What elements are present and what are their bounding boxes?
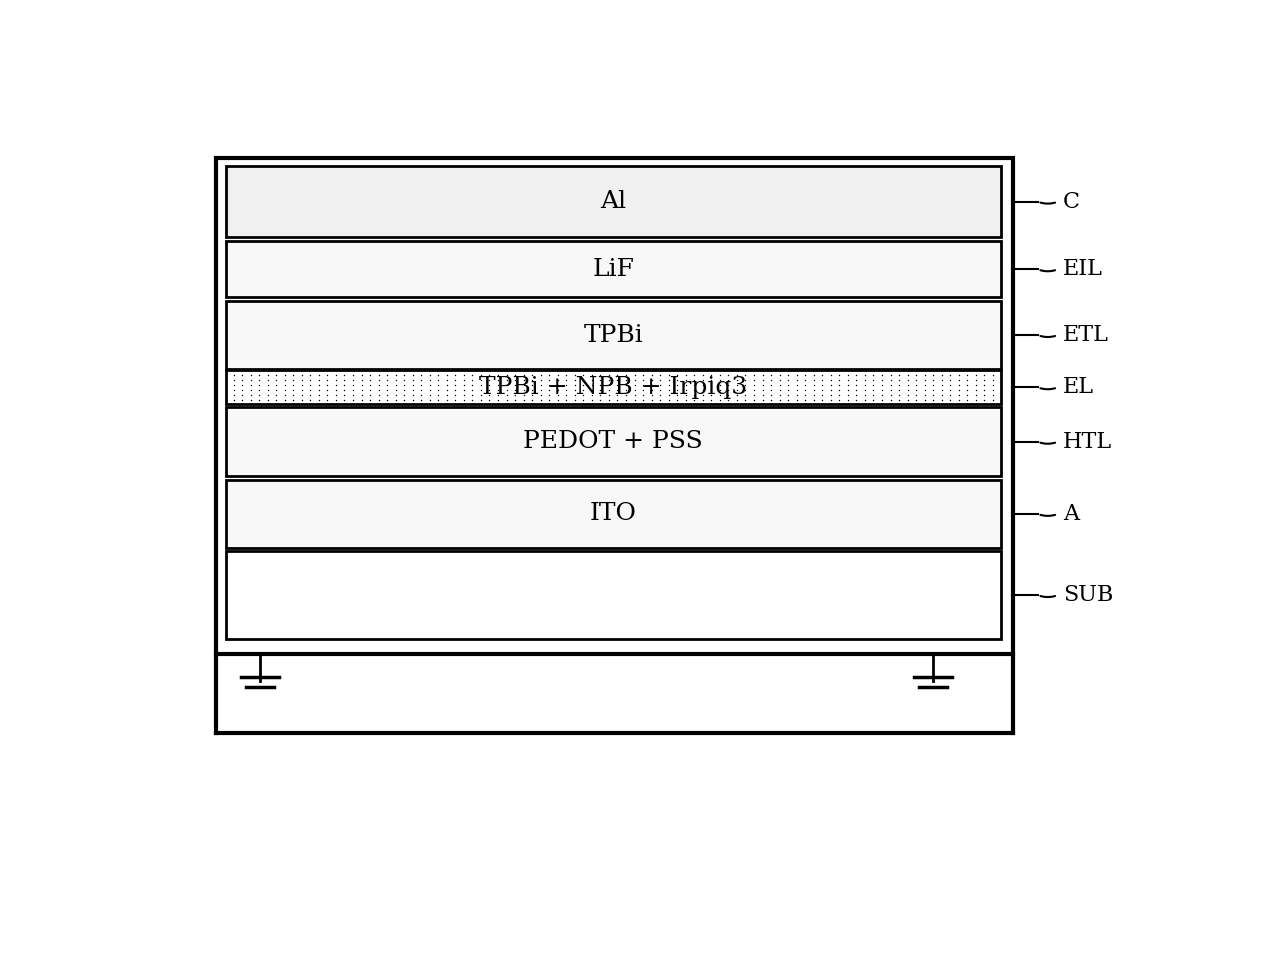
Text: TPBi + NPB + Irpiq3: TPBi + NPB + Irpiq3 [480, 376, 747, 399]
Text: C: C [1062, 190, 1080, 213]
Text: SUB: SUB [1062, 584, 1114, 606]
Bar [216, 158, 1013, 655]
Text: Al: Al [601, 190, 626, 213]
Text: PEDOT + PSS: PEDOT + PSS [523, 430, 703, 453]
Text: EIL: EIL [1062, 259, 1102, 280]
Bar [225, 302, 1001, 369]
Text: EL: EL [1062, 377, 1093, 398]
Bar [225, 480, 1001, 548]
Text: A: A [1062, 503, 1079, 525]
Bar [225, 550, 1001, 639]
Text: ITO: ITO [590, 503, 637, 525]
Bar [225, 407, 1001, 476]
Text: TPBi: TPBi [584, 324, 643, 346]
Bar [225, 166, 1001, 237]
Bar [225, 370, 1001, 404]
Bar [225, 241, 1001, 298]
Text: LiF: LiF [593, 258, 634, 281]
Text: ETL: ETL [1062, 324, 1109, 346]
Text: HTL: HTL [1062, 430, 1112, 453]
